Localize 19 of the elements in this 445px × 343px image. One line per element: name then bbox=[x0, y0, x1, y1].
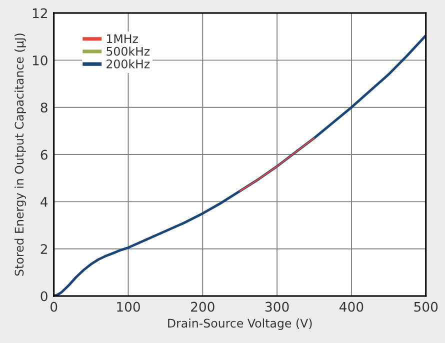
y-tick-label: 4 bbox=[40, 197, 48, 207]
legend-label: 200kHz bbox=[106, 59, 150, 68]
x-tick-label: 200 bbox=[191, 302, 214, 312]
x-tick-label: 400 bbox=[340, 302, 364, 312]
x-tick-label: 500 bbox=[414, 302, 438, 312]
y-tick-label: 0 bbox=[40, 291, 48, 302]
x-tick-label: 0 bbox=[50, 302, 58, 312]
line-series bbox=[239, 137, 315, 192]
y-tick-label: 12 bbox=[32, 8, 47, 18]
legend-label: 500kHz bbox=[106, 46, 150, 56]
y-axis-title: Stored Energy in Output Capacitance (µJ) bbox=[14, 34, 26, 276]
x-tick-label: 300 bbox=[265, 302, 289, 312]
y-tick-label: 10 bbox=[32, 55, 48, 66]
y-tick-label: 6 bbox=[40, 150, 48, 160]
x-axis-title: Drain-Source Voltage (V) bbox=[168, 318, 312, 330]
y-tick-label: 8 bbox=[40, 102, 48, 113]
y-tick-label: 2 bbox=[40, 244, 47, 254]
legend-label: 1MHz bbox=[106, 34, 138, 43]
x-tick-label: 100 bbox=[117, 302, 140, 312]
